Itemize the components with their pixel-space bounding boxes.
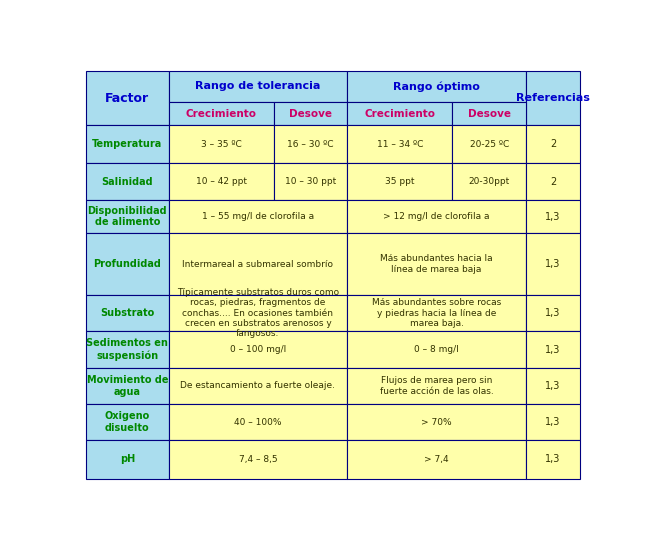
Text: 1,3: 1,3: [545, 417, 561, 427]
Text: Rango de tolerancia: Rango de tolerancia: [195, 82, 320, 91]
Text: 7,4 – 8,5: 7,4 – 8,5: [239, 455, 278, 464]
FancyBboxPatch shape: [452, 125, 526, 164]
FancyBboxPatch shape: [86, 71, 168, 125]
FancyBboxPatch shape: [168, 71, 347, 102]
Text: 0 – 100 mg/l: 0 – 100 mg/l: [230, 345, 286, 354]
Text: 1 – 55 mg/l de clorofila a: 1 – 55 mg/l de clorofila a: [202, 212, 314, 221]
FancyBboxPatch shape: [526, 125, 580, 164]
FancyBboxPatch shape: [168, 164, 274, 200]
Text: 35 ppt: 35 ppt: [385, 177, 415, 186]
FancyBboxPatch shape: [168, 200, 347, 233]
Text: 40 – 100%: 40 – 100%: [234, 418, 281, 427]
FancyBboxPatch shape: [168, 295, 347, 332]
FancyBboxPatch shape: [526, 332, 580, 368]
FancyBboxPatch shape: [86, 200, 168, 233]
Text: Crecimiento: Crecimiento: [364, 109, 436, 119]
FancyBboxPatch shape: [168, 441, 347, 478]
FancyBboxPatch shape: [526, 164, 580, 200]
FancyBboxPatch shape: [86, 233, 168, 295]
Text: Flujos de marea pero sin
fuerte acción de las olas.: Flujos de marea pero sin fuerte acción d…: [380, 376, 493, 396]
Text: Disponibilidad
de alimento: Disponibilidad de alimento: [88, 206, 167, 227]
Text: Más abundantes sobre rocas
y piedras hacia la línea de
marea baja.: Más abundantes sobre rocas y piedras hac…: [372, 298, 501, 328]
Text: Movimiento de
agua: Movimiento de agua: [86, 375, 168, 397]
Text: 2: 2: [550, 139, 556, 150]
FancyBboxPatch shape: [526, 200, 580, 233]
Text: Referencias: Referencias: [516, 93, 590, 103]
Text: Rango óptimo: Rango óptimo: [393, 81, 480, 92]
FancyBboxPatch shape: [347, 441, 526, 478]
FancyBboxPatch shape: [86, 125, 168, 164]
Text: > 70%: > 70%: [421, 418, 452, 427]
Text: Desove: Desove: [289, 109, 332, 119]
Text: Salinidad: Salinidad: [101, 177, 153, 187]
Text: 1,3: 1,3: [545, 345, 561, 354]
Text: Profundidad: Profundidad: [94, 259, 161, 269]
FancyBboxPatch shape: [86, 404, 168, 441]
FancyBboxPatch shape: [168, 125, 274, 164]
FancyBboxPatch shape: [347, 200, 526, 233]
FancyBboxPatch shape: [274, 164, 347, 200]
Text: > 12 mg/l de clorofila a: > 12 mg/l de clorofila a: [384, 212, 490, 221]
Text: Factor: Factor: [105, 92, 150, 105]
Text: 11 – 34 ºC: 11 – 34 ºC: [376, 140, 423, 149]
FancyBboxPatch shape: [452, 102, 526, 125]
Text: > 7,4: > 7,4: [424, 455, 449, 464]
Text: 16 – 30 ºC: 16 – 30 ºC: [287, 140, 333, 149]
FancyBboxPatch shape: [168, 404, 347, 441]
Text: Desove: Desove: [467, 109, 511, 119]
FancyBboxPatch shape: [526, 404, 580, 441]
FancyBboxPatch shape: [526, 71, 580, 125]
Text: Sedimentos en
suspensión: Sedimentos en suspensión: [86, 339, 168, 361]
Text: Substrato: Substrato: [100, 308, 155, 318]
Text: 10 – 42 ppt: 10 – 42 ppt: [196, 177, 246, 186]
FancyBboxPatch shape: [86, 164, 168, 200]
FancyBboxPatch shape: [274, 125, 347, 164]
FancyBboxPatch shape: [452, 164, 526, 200]
FancyBboxPatch shape: [86, 368, 168, 404]
FancyBboxPatch shape: [347, 295, 526, 332]
Text: 0 – 8 mg/l: 0 – 8 mg/l: [414, 345, 459, 354]
FancyBboxPatch shape: [274, 102, 347, 125]
FancyBboxPatch shape: [168, 332, 347, 368]
FancyBboxPatch shape: [347, 332, 526, 368]
FancyBboxPatch shape: [526, 233, 580, 295]
FancyBboxPatch shape: [347, 164, 452, 200]
Text: 1,3: 1,3: [545, 381, 561, 391]
Text: 3 – 35 ºC: 3 – 35 ºC: [201, 140, 241, 149]
FancyBboxPatch shape: [168, 368, 347, 404]
FancyBboxPatch shape: [86, 441, 168, 478]
Text: 20-30ppt: 20-30ppt: [469, 177, 510, 186]
Text: 1,3: 1,3: [545, 212, 561, 221]
FancyBboxPatch shape: [168, 102, 274, 125]
FancyBboxPatch shape: [86, 295, 168, 332]
FancyBboxPatch shape: [347, 404, 526, 441]
FancyBboxPatch shape: [347, 368, 526, 404]
Text: 2: 2: [550, 177, 556, 187]
Text: Intermareal a submareal sombrío: Intermareal a submareal sombrío: [183, 260, 333, 268]
Text: 1,3: 1,3: [545, 455, 561, 464]
FancyBboxPatch shape: [347, 102, 452, 125]
Text: 20-25 ºC: 20-25 ºC: [469, 140, 509, 149]
Text: Crecimiento: Crecimiento: [185, 109, 257, 119]
FancyBboxPatch shape: [347, 71, 526, 102]
FancyBboxPatch shape: [168, 233, 347, 295]
Text: pH: pH: [120, 455, 135, 464]
FancyBboxPatch shape: [347, 233, 526, 295]
Text: Temperatura: Temperatura: [92, 139, 162, 150]
FancyBboxPatch shape: [526, 441, 580, 478]
Text: 1,3: 1,3: [545, 259, 561, 269]
Text: Oxigeno
disuelto: Oxigeno disuelto: [105, 411, 150, 433]
FancyBboxPatch shape: [526, 295, 580, 332]
FancyBboxPatch shape: [347, 125, 452, 164]
FancyBboxPatch shape: [526, 368, 580, 404]
Text: Típicamente substratos duros como
rocas, piedras, fragmentos de
conchas.... En o: Típicamente substratos duros como rocas,…: [177, 288, 339, 339]
FancyBboxPatch shape: [86, 332, 168, 368]
Text: Más abundantes hacia la
línea de marea baja: Más abundantes hacia la línea de marea b…: [380, 254, 493, 274]
Text: 1,3: 1,3: [545, 308, 561, 318]
Text: 10 – 30 ppt: 10 – 30 ppt: [285, 177, 336, 186]
Text: De estancamiento a fuerte oleaje.: De estancamiento a fuerte oleaje.: [181, 381, 335, 390]
